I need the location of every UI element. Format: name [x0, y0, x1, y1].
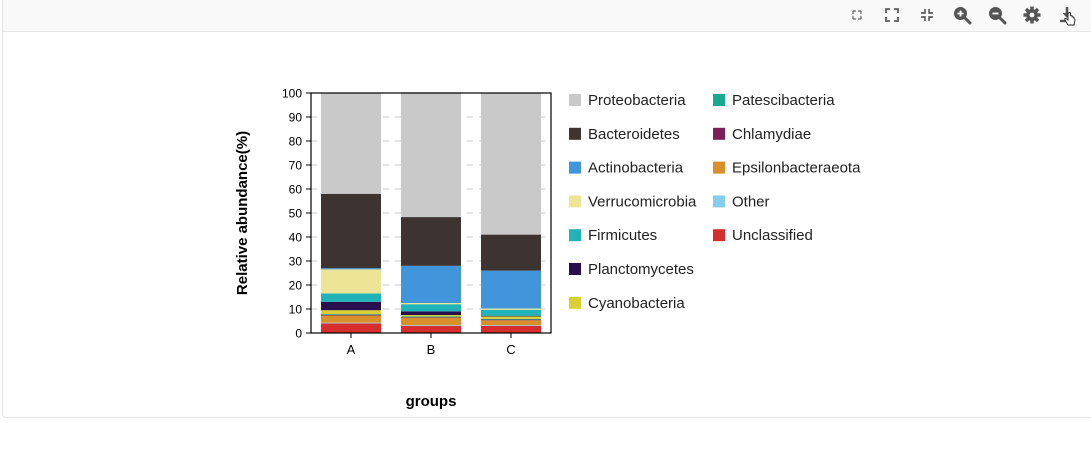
legend-swatch	[569, 296, 581, 309]
legend-swatch	[713, 127, 725, 140]
bar-segment	[401, 304, 461, 312]
bar-segment	[401, 317, 461, 318]
legend-label: Firmicutes	[588, 227, 657, 244]
x-tick-label: B	[427, 342, 436, 357]
bar-segment	[321, 322, 381, 324]
bar-segment	[481, 270, 541, 309]
y-tick-label: 0	[295, 327, 302, 341]
exit-fullscreen-icon[interactable]	[916, 4, 938, 26]
bar-segment	[401, 311, 461, 315]
bar-segment	[401, 217, 461, 266]
legend-swatch	[713, 229, 725, 242]
legend-label: Verrucomicrobia	[588, 193, 697, 210]
legend-label: Epsilonbacteraeota	[732, 160, 861, 177]
legend-label: Bacteroidetes	[588, 126, 680, 143]
y-tick-label: 70	[289, 159, 303, 173]
bar-segment	[321, 315, 381, 323]
bar-segment	[321, 293, 381, 302]
legend-label: Planctomycetes	[588, 261, 694, 278]
bar-segment	[321, 310, 381, 315]
zoom-out-icon[interactable]	[986, 4, 1008, 26]
legend-swatch	[569, 94, 581, 106]
y-axis-title: Relative abundance(%)	[234, 131, 251, 295]
bar-segment	[481, 93, 541, 235]
legend-swatch	[569, 263, 581, 275]
bar-segment	[481, 320, 541, 326]
bar-segment	[321, 193, 381, 269]
bar-segment	[321, 323, 381, 333]
bar-segment	[401, 315, 461, 317]
legend-label: Patescibacteria	[732, 92, 835, 109]
chart-toolbar	[3, 0, 1091, 32]
legend-label: Proteobacteria	[588, 92, 686, 109]
bar-segment	[481, 325, 541, 333]
bar-segment	[401, 316, 461, 318]
download-icon[interactable]	[1056, 4, 1078, 26]
legend-swatch	[569, 229, 581, 242]
legend-label: Cyanobacteria	[588, 295, 685, 312]
legend-swatch	[713, 195, 725, 208]
zoom-in-icon[interactable]	[951, 4, 973, 26]
legend-label: Chlamydiae	[732, 126, 811, 143]
y-tick-label: 90	[289, 111, 303, 125]
bar-segment	[321, 269, 381, 294]
y-tick-label: 80	[289, 135, 303, 149]
bar-segment	[481, 309, 541, 316]
bar-segment	[481, 325, 541, 326]
legend-label: Unclassified	[732, 227, 813, 244]
y-tick-label: 20	[289, 279, 303, 293]
bar-segment	[401, 317, 461, 326]
y-tick-label: 100	[282, 87, 302, 101]
bar-segment	[321, 301, 381, 311]
bar-segment	[401, 325, 461, 333]
bar-segment	[321, 314, 381, 315]
legend-label: Actinobacteria	[588, 160, 684, 177]
legend-swatch	[569, 127, 581, 140]
fullscreen-icon[interactable]	[881, 4, 903, 26]
legend-swatch	[713, 94, 725, 106]
bar-segment	[481, 319, 541, 321]
x-tick-label: A	[347, 342, 356, 357]
y-tick-label: 30	[289, 255, 303, 269]
bar-segment	[321, 314, 381, 316]
bar-segment	[321, 93, 381, 194]
y-tick-label: 10	[289, 303, 303, 317]
bar-segment	[401, 92, 461, 218]
bar-segment	[321, 268, 381, 270]
legend-swatch	[569, 195, 581, 208]
x-axis-title: groups	[406, 393, 457, 410]
legend-label: Other	[732, 193, 770, 210]
bar-segment	[481, 315, 541, 317]
legend-swatch	[569, 161, 581, 174]
bar-segment	[481, 316, 541, 319]
bar-segment	[401, 303, 461, 305]
bar-segment	[481, 308, 541, 310]
expand-small-icon[interactable]	[846, 4, 868, 26]
bar-segment	[481, 318, 541, 320]
chart-panel	[2, 0, 1091, 418]
settings-icon[interactable]	[1021, 4, 1043, 26]
y-tick-label: 40	[289, 231, 303, 245]
y-tick-label: 60	[289, 183, 303, 197]
bar-segment	[401, 325, 461, 326]
x-tick-label: C	[506, 342, 515, 357]
bar-segment	[481, 234, 541, 271]
legend-swatch	[713, 161, 725, 174]
y-tick-label: 50	[289, 207, 303, 221]
bar-segment	[401, 265, 461, 303]
